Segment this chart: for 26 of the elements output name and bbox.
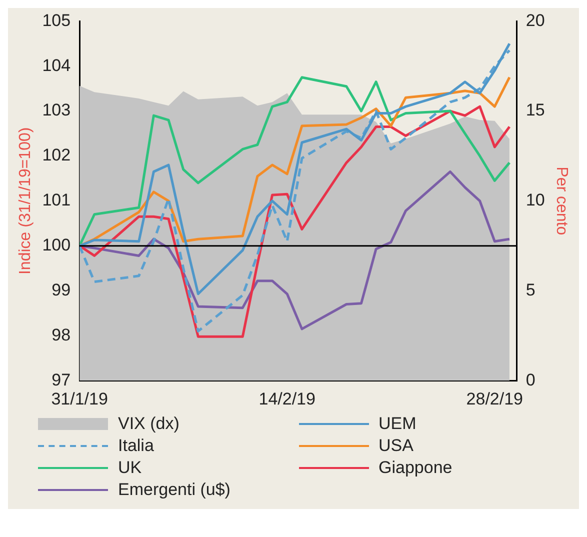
y2-tick-label: 10 [526, 190, 545, 210]
legend-label: VIX (dx) [118, 413, 180, 435]
y-tick-label: 102 [42, 146, 71, 165]
x-tick-label: 28/2/19 [466, 389, 524, 408]
y-tick-label: 103 [42, 100, 71, 120]
legend-label: Giappone [378, 457, 452, 479]
y2-tick-label: 0 [526, 370, 536, 390]
y2-tick-label: 15 [526, 100, 545, 120]
y-tick-label: 100 [42, 236, 71, 255]
legend-label: USA [378, 435, 414, 457]
legend-label: UK [118, 457, 142, 479]
y-tick-label: 99 [52, 280, 71, 300]
legend-label: UEM [378, 413, 416, 435]
y-tick-label: 98 [52, 325, 71, 344]
y-tick-label: 105 [42, 10, 71, 30]
y2-tick-label: 20 [526, 10, 545, 30]
x-tick-label: 14/2/19 [258, 389, 316, 408]
legend-label: Emergenti (u$) [118, 479, 230, 501]
y-tick-label: 101 [42, 190, 71, 210]
y-tick-label: 104 [42, 56, 71, 75]
x-tick-label: 31/1/19 [51, 389, 108, 408]
legend-label: Italia [118, 435, 154, 457]
y-axis-title: Indice (31/1/19=100) [17, 127, 34, 275]
y2-tick-label: 5 [526, 280, 536, 300]
y2-axis-title: Per cento [552, 166, 570, 236]
y-tick-label: 97 [52, 370, 71, 390]
